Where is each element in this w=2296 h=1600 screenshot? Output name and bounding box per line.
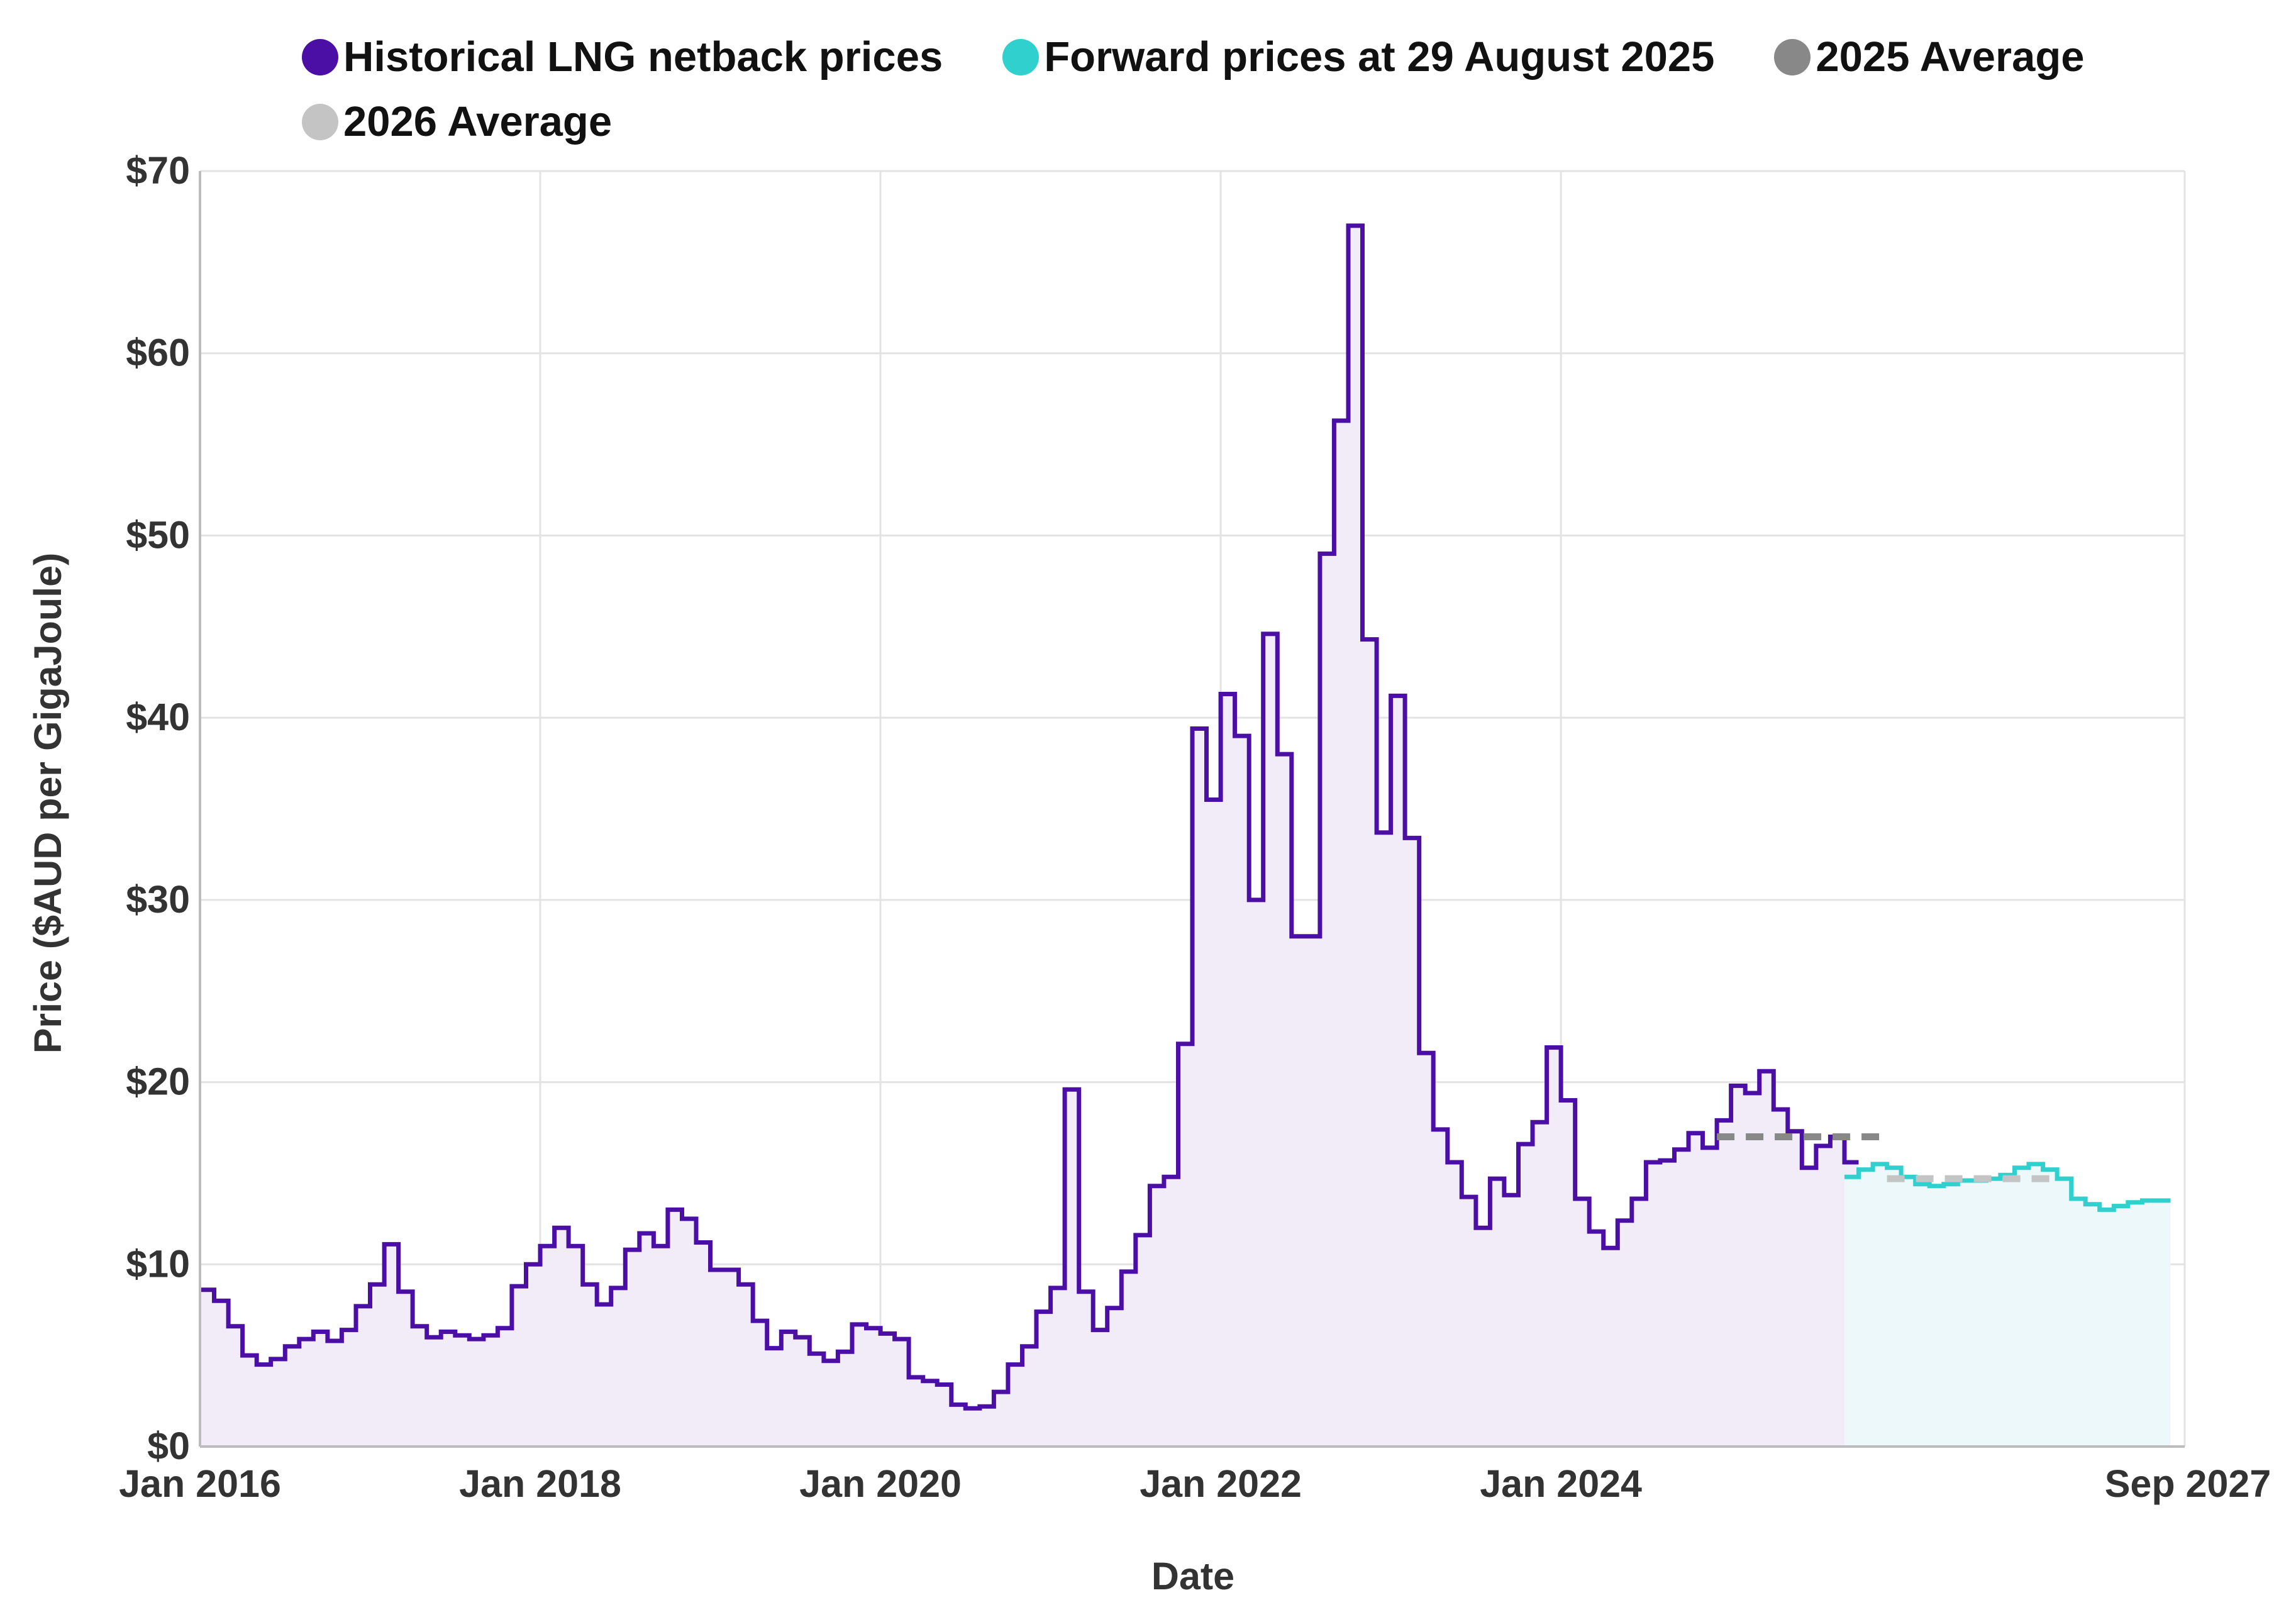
tick-labels: $0 $10 $20 $30 $40 $50 $60 $70 Jan 2016 Jan 2018 J… [119,149,2271,1505]
legend-label-forward: Forward prices at 29 August 2025 [1044,33,1715,81]
series-line-forward [1844,1162,2171,1212]
series-line-historical [200,223,1859,1411]
x-tick-label: Jan 2020 [799,1462,962,1505]
x-tick-label: Jan 2024 [1480,1462,1642,1505]
area-fill-historical [200,225,1859,1447]
legend-label-2025-average: 2025 Average [1816,33,2085,81]
legend: Historical LNG netback prices Forward pr… [302,33,2264,146]
y-tick-label: $40 [126,696,190,738]
legend-item-2025-average[interactable]: 2025 Average [1774,33,2085,81]
legend-dot-historical [302,38,338,75]
x-tick-label: Sep 2027 [2105,1462,2271,1505]
y-tick-label: $0 [147,1425,190,1467]
legend-item-forward[interactable]: Forward prices at 29 August 2025 [1002,33,1714,81]
x-tick-label: Jan 2018 [459,1462,621,1505]
x-tick-label: Jan 2022 [1140,1462,1302,1505]
y-tick-label: $70 [126,149,190,192]
y-tick-label: $20 [126,1060,190,1103]
legend-item-historical[interactable]: Historical LNG netback prices [302,33,943,81]
y-tick-label: $60 [126,331,190,374]
legend-dot-2026-average [302,103,338,140]
y-tick-label: $50 [126,513,190,556]
legend-label-2026-average: 2026 Average [343,98,613,145]
area-fills [200,225,2171,1447]
legend-dot-2025-average [1774,38,1811,75]
axes [199,171,2185,1448]
y-tick-label: $30 [126,878,190,921]
series-lines [200,223,2171,1411]
x-axis-title: Date [1151,1555,1234,1597]
x-tick-label: Jan 2016 [119,1462,281,1505]
y-tick-label: $10 [126,1242,190,1285]
legend-item-2026-average[interactable]: 2026 Average [302,97,612,146]
area-fill-forward [1844,1164,2171,1447]
y-axis-title: Price ($AUD per GigaJoule) [26,553,69,1054]
legend-label-historical: Historical LNG netback prices [343,33,943,81]
legend-dot-forward [1002,38,1040,75]
